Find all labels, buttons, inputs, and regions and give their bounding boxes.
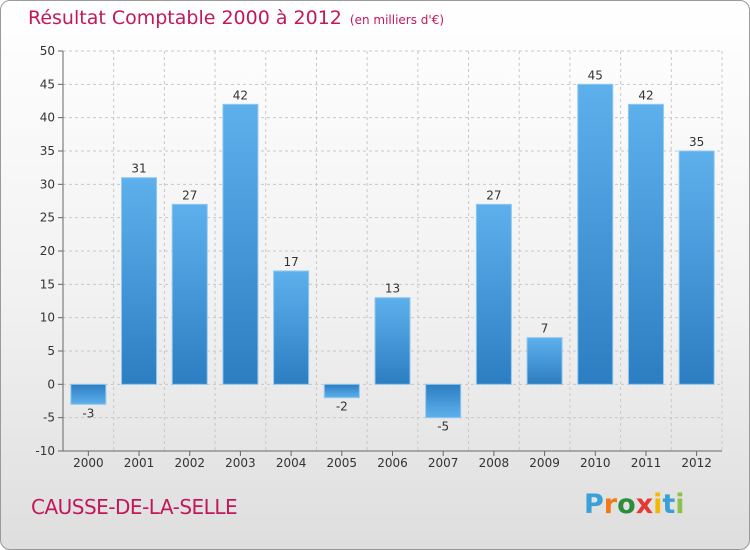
brand-letter: t	[662, 489, 676, 520]
x-tick-label-2002: 2002	[174, 456, 205, 470]
y-tick-label: 10	[40, 311, 55, 325]
bar-2009	[526, 337, 563, 385]
data-label-2010: 45	[588, 68, 603, 82]
x-tick-label-2003: 2003	[225, 456, 256, 470]
y-tick-label: 30	[40, 177, 55, 191]
data-label-2004: 17	[283, 255, 298, 269]
data-label-2007: -5	[437, 420, 449, 434]
brand-letter: i	[653, 489, 663, 520]
brand-letter: r	[603, 489, 618, 520]
bar-2011	[627, 103, 664, 385]
data-label-2012: 35	[689, 135, 704, 149]
x-tick-label-2010: 2010	[580, 456, 611, 470]
town-name: CAUSSE-DE-LA-SELLE	[31, 495, 238, 519]
brand-letter: x	[635, 489, 654, 520]
data-label-2011: 42	[638, 88, 653, 102]
data-label-2005: -2	[336, 400, 348, 414]
y-tick-label: 0	[47, 377, 55, 391]
data-label-2003: 42	[233, 88, 248, 102]
chart-title: Résultat Comptable 2000 à 2012	[28, 7, 342, 29]
y-tick-label: 20	[40, 244, 55, 258]
bar-2003	[222, 103, 259, 385]
x-tick-label-2006: 2006	[377, 456, 408, 470]
x-tick-label-2009: 2009	[529, 456, 560, 470]
data-label-2000: -3	[82, 406, 94, 420]
brand-letter: i	[675, 489, 685, 520]
data-label-2002: 27	[182, 188, 197, 202]
y-tick-label: 40	[40, 111, 55, 125]
brand-letter: o	[617, 489, 636, 520]
data-label-2006: 13	[385, 282, 400, 296]
y-tick-label: -5	[43, 411, 55, 425]
y-tick-label: 45	[40, 77, 55, 91]
bar-2004	[273, 270, 310, 385]
x-tick-label-2011: 2011	[631, 456, 662, 470]
x-tick-label-2008: 2008	[479, 456, 510, 470]
bar-2012	[678, 150, 715, 385]
x-tick-label-2001: 2001	[124, 456, 155, 470]
chart-title-block: Résultat Comptable 2000 à 2012 (en millie…	[28, 7, 444, 29]
x-tick-label-2007: 2007	[428, 456, 459, 470]
bar-2007	[425, 383, 462, 419]
x-tick-label-2012: 2012	[681, 456, 712, 470]
data-label-2001: 31	[131, 162, 146, 176]
data-label-2009: 7	[541, 322, 549, 336]
brand-letter: P	[584, 489, 604, 520]
bar-2001	[121, 177, 158, 385]
x-tick-label-2000: 2000	[73, 456, 104, 470]
bar-2005	[323, 383, 360, 399]
data-label-2008: 27	[486, 188, 501, 202]
x-tick-label-2004: 2004	[276, 456, 307, 470]
y-tick-label: 50	[40, 44, 55, 58]
y-tick-label: 35	[40, 144, 55, 158]
proxiti-logo: Proxiti	[584, 489, 685, 520]
bar-2006	[374, 297, 411, 385]
y-tick-label: 15	[40, 277, 55, 291]
chart-subtitle: (en milliers d'€)	[349, 13, 445, 27]
bar-2008	[475, 203, 512, 385]
y-tick-label: 25	[40, 211, 55, 225]
bar-2000	[70, 383, 107, 405]
y-tick-label: -10	[35, 444, 55, 458]
x-tick-label-2005: 2005	[327, 456, 358, 470]
bar-2002	[171, 203, 208, 385]
bar-2010	[577, 83, 614, 385]
y-tick-label: 5	[47, 344, 55, 358]
